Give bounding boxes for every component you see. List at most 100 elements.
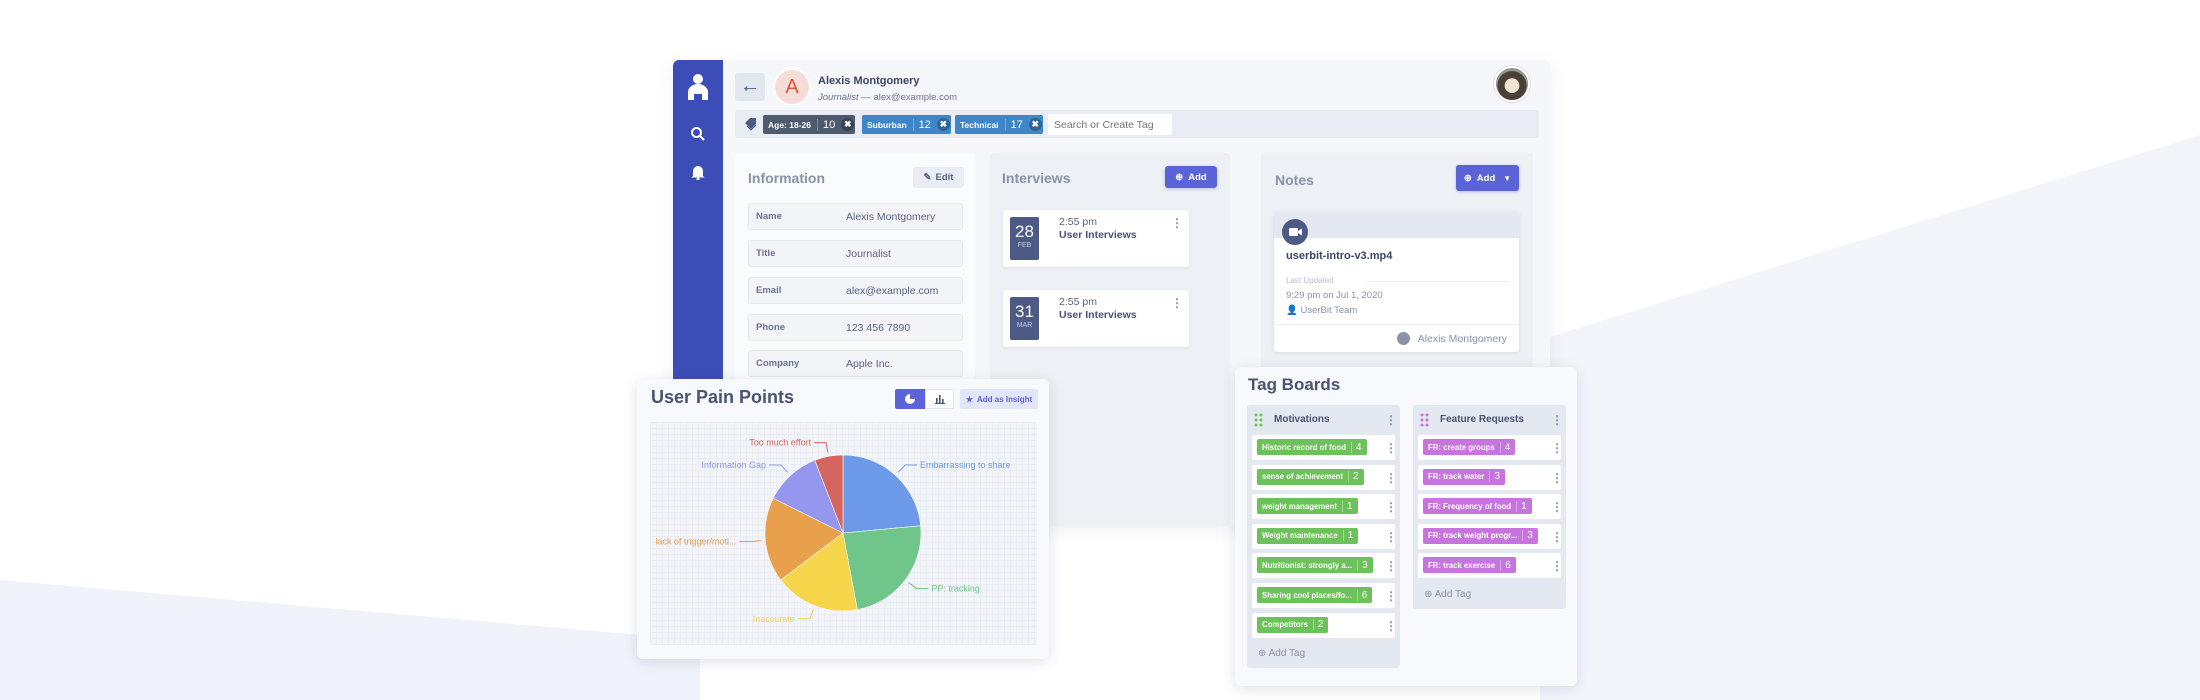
tag-count: 2 <box>1312 619 1323 631</box>
more-vertical-icon[interactable]: ⋮ <box>1171 216 1183 230</box>
search-icon[interactable] <box>673 126 723 147</box>
add-tag-button[interactable]: ⊕ Add Tag <box>1424 589 1471 600</box>
pie-slice-label: Information Gap <box>701 460 766 470</box>
date-month: FEB <box>1017 242 1032 249</box>
tag-row[interactable]: FR: create groups 4 ⋮ <box>1418 435 1563 460</box>
more-vertical-icon[interactable]: ⋮ <box>1551 529 1563 544</box>
tag-chip[interactable]: FR: track weight progr... 3 <box>1423 527 1538 544</box>
add-note-button[interactable]: ⊕ Add ▼ <box>1456 165 1519 191</box>
date-day: 31 <box>1015 302 1034 321</box>
tag-row[interactable]: Competitors 2 ⋮ <box>1252 612 1397 638</box>
tag-row[interactable]: FR: Frequency of food 1 ⋮ <box>1418 494 1563 520</box>
more-vertical-icon[interactable]: ⋮ <box>1551 559 1563 574</box>
tag-label: FR: track weight progr... <box>1428 531 1518 541</box>
info-value: alex@example.com <box>846 285 939 297</box>
tag-chip[interactable]: Competitors 2 <box>1257 616 1329 633</box>
board-title: Motivations <box>1274 414 1330 425</box>
more-vertical-icon[interactable]: ⋮ <box>1385 441 1397 455</box>
interview-card[interactable]: 28 FEB 2:55 pm User Interviews ⋮ <box>1003 210 1189 267</box>
star-icon: ★ <box>965 394 974 404</box>
add-insight-label: Add as Insight <box>977 394 1033 404</box>
note-card[interactable]: userbit-intro-v3.mp4 Last Updated 9:29 p… <box>1274 212 1519 352</box>
pie-slice[interactable] <box>814 454 844 534</box>
pie-slice[interactable] <box>764 497 844 581</box>
add-as-insight-button[interactable]: ★ Add as Insight <box>960 389 1038 409</box>
tag-row[interactable]: Weight maintenance 1 ⋮ <box>1252 523 1397 549</box>
tag-label: Nutritionist: strongly a... <box>1262 560 1353 570</box>
info-row-email: Email alex@example.com <box>748 277 963 304</box>
add-tag-label: Add Tag <box>1268 648 1306 660</box>
tag-row[interactable]: FR: track water 3 ⋮ <box>1418 464 1563 490</box>
chart-title: User Pain Points <box>651 387 795 407</box>
tag-count: 3 <box>1489 471 1500 483</box>
tag-chip[interactable]: FR: track water 3 <box>1423 468 1505 485</box>
more-vertical-icon[interactable]: ⋮ <box>1385 413 1397 427</box>
tag-count: 17 <box>1004 118 1023 131</box>
tag-search-input[interactable] <box>1048 114 1172 135</box>
drag-handle-icon[interactable] <box>1420 413 1430 427</box>
add-tag-button[interactable]: ⊕ Add Tag <box>1258 648 1305 659</box>
user-logo-icon[interactable] <box>673 72 723 107</box>
board-title: Feature Requests <box>1440 414 1524 425</box>
tag-row[interactable]: sense of achievement 2 ⋮ <box>1252 464 1397 490</box>
more-vertical-icon[interactable]: ⋮ <box>1385 618 1397 633</box>
interview-card[interactable]: 31 MAR 2:55 pm User Interviews ⋮ <box>1003 290 1189 347</box>
pie-slice[interactable] <box>842 525 922 611</box>
more-vertical-icon[interactable]: ⋮ <box>1385 470 1397 485</box>
more-vertical-icon[interactable]: ⋮ <box>1385 589 1397 603</box>
more-vertical-icon[interactable]: ⋮ <box>1551 441 1563 455</box>
tag-row[interactable]: FR: track exercise 6 ⋮ <box>1418 553 1563 579</box>
more-vertical-icon[interactable]: ⋮ <box>1551 413 1563 427</box>
more-vertical-icon[interactable]: ⋮ <box>1551 500 1563 515</box>
remove-tag-icon[interactable]: ✖ <box>1028 118 1042 131</box>
back-button[interactable]: ← <box>735 73 765 101</box>
bell-icon[interactable] <box>673 164 723 185</box>
tag-count: 4 <box>1351 441 1362 453</box>
tag-chip[interactable]: Technical 17 ✖ <box>955 115 1043 134</box>
add-interview-button[interactable]: ⊕ Add <box>1165 166 1217 188</box>
pie-chart: Embarrassing to share PP: tracking Inaccur… <box>650 422 1037 645</box>
tag-row[interactable]: FR: track weight progr... 3 ⋮ <box>1418 523 1563 549</box>
edit-button[interactable]: ✎ Edit <box>913 167 964 188</box>
profile-email: — alex@example.com <box>858 92 958 103</box>
tag-count: 1 <box>1342 530 1353 542</box>
tag-row[interactable]: Nutritionist: strongly a... 3 ⋮ <box>1252 553 1397 579</box>
tag-chip[interactable]: weight management 1 <box>1257 498 1358 515</box>
info-row-title: Title Journalist <box>748 240 963 267</box>
remove-tag-icon[interactable]: ✖ <box>841 118 855 131</box>
more-vertical-icon[interactable]: ⋮ <box>1385 559 1397 574</box>
information-title: Information <box>748 170 825 186</box>
remove-tag-icon[interactable]: ✖ <box>936 118 950 131</box>
plus-circle-icon: ⊕ <box>1424 589 1433 600</box>
pie-slice[interactable] <box>780 532 858 612</box>
tag-row[interactable]: weight management 1 ⋮ <box>1252 494 1397 520</box>
more-vertical-icon[interactable]: ⋮ <box>1171 296 1183 310</box>
tag-chip[interactable]: sense of achievement 2 <box>1257 468 1364 485</box>
tag-chip[interactable]: Suburban 12 ✖ <box>862 115 951 134</box>
bar-view-toggle[interactable] <box>925 389 954 409</box>
tag-row[interactable]: Historic record of food 4 ⋮ <box>1252 435 1397 460</box>
more-vertical-icon[interactable]: ⋮ <box>1385 500 1397 515</box>
tag-chip[interactable]: FR: create groups 4 <box>1423 439 1516 455</box>
pie-label-line <box>897 464 917 473</box>
pie-view-toggle[interactable] <box>895 389 925 409</box>
note-author: Alexis Montgomery <box>1396 332 1507 345</box>
tag-chip[interactable]: FR: Frequency of food 1 <box>1423 498 1532 515</box>
tag-label: FR: track water <box>1428 472 1485 482</box>
more-vertical-icon[interactable]: ⋮ <box>1551 470 1563 485</box>
more-vertical-icon[interactable]: ⋮ <box>1385 529 1397 544</box>
tag-chip[interactable]: Historic record of food 4 <box>1257 439 1367 455</box>
tag-chip[interactable]: FR: track exercise 6 <box>1423 557 1516 574</box>
tag-count: 6 <box>1356 589 1367 601</box>
drag-handle-icon[interactable] <box>1254 413 1264 427</box>
tag-row[interactable]: Sharing cool places/fo... 6 ⋮ <box>1252 583 1397 608</box>
tag-chip[interactable]: Sharing cool places/fo... 6 <box>1257 587 1373 603</box>
user-photo-avatar[interactable] <box>1494 66 1530 102</box>
tag-chip[interactable]: Weight maintenance 1 <box>1257 527 1359 544</box>
tag-label: Age: 18-26 <box>768 119 811 130</box>
tag-chip[interactable]: Nutritionist: strongly a... 3 <box>1257 557 1373 574</box>
pie-slice[interactable] <box>842 454 921 534</box>
date-day: 28 <box>1015 222 1034 241</box>
tag-chip[interactable]: Age: 18-26 10 ✖ <box>763 115 855 134</box>
info-row-name: Name Alexis Montgomery <box>748 203 963 230</box>
